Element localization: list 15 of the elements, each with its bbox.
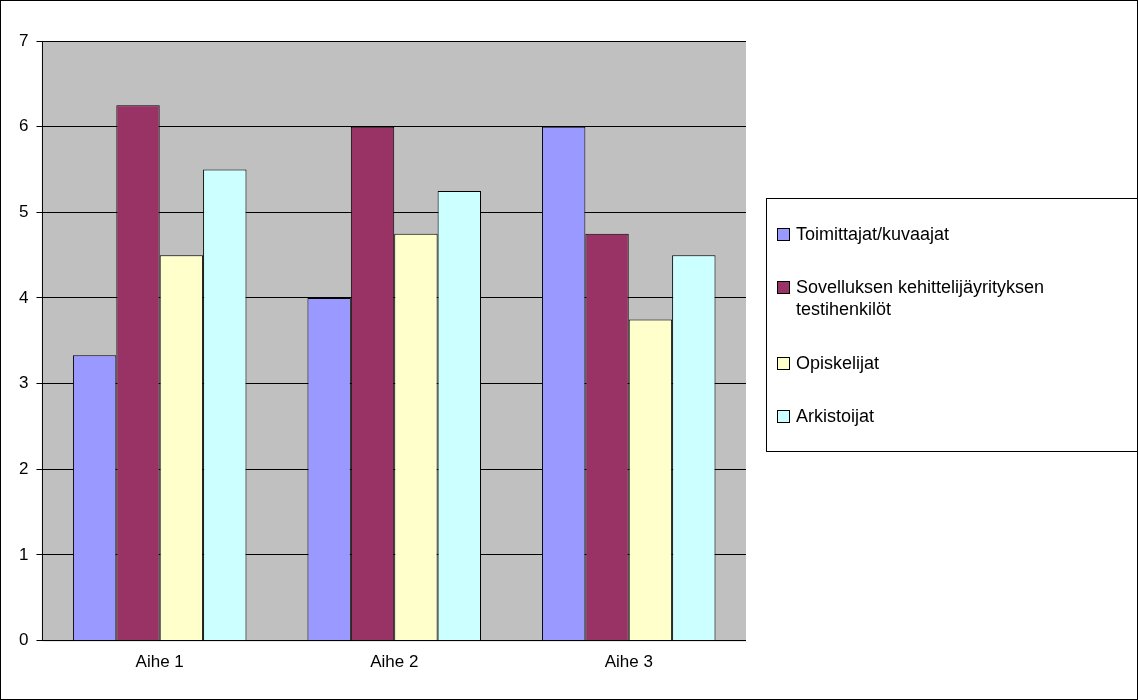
- x-tick-label: Aihe 2: [370, 652, 419, 672]
- legend-label: Toimittajat/kuvaajat: [796, 222, 950, 245]
- legend-label: Sovelluksen kehittelijäyrityksen testihenkilöt: [796, 276, 1046, 321]
- x-tick-label: Aihe 1: [135, 652, 184, 672]
- y-tick-label: 5: [18, 202, 29, 221]
- y-tick-label: 4: [18, 287, 29, 307]
- y-tick-label: 1: [18, 544, 29, 564]
- y-tick-label: 0: [18, 630, 29, 650]
- legend-label: Opiskelijat: [796, 351, 880, 374]
- x-tick-label: Aihe 3: [604, 652, 653, 672]
- y-tick-label: 2: [18, 458, 29, 478]
- y-tick-label: 6: [18, 116, 29, 136]
- y-tick-label: 7: [18, 30, 29, 50]
- legend-label: Arkistoijat: [796, 405, 875, 428]
- y-tick-label: 3: [18, 373, 29, 393]
